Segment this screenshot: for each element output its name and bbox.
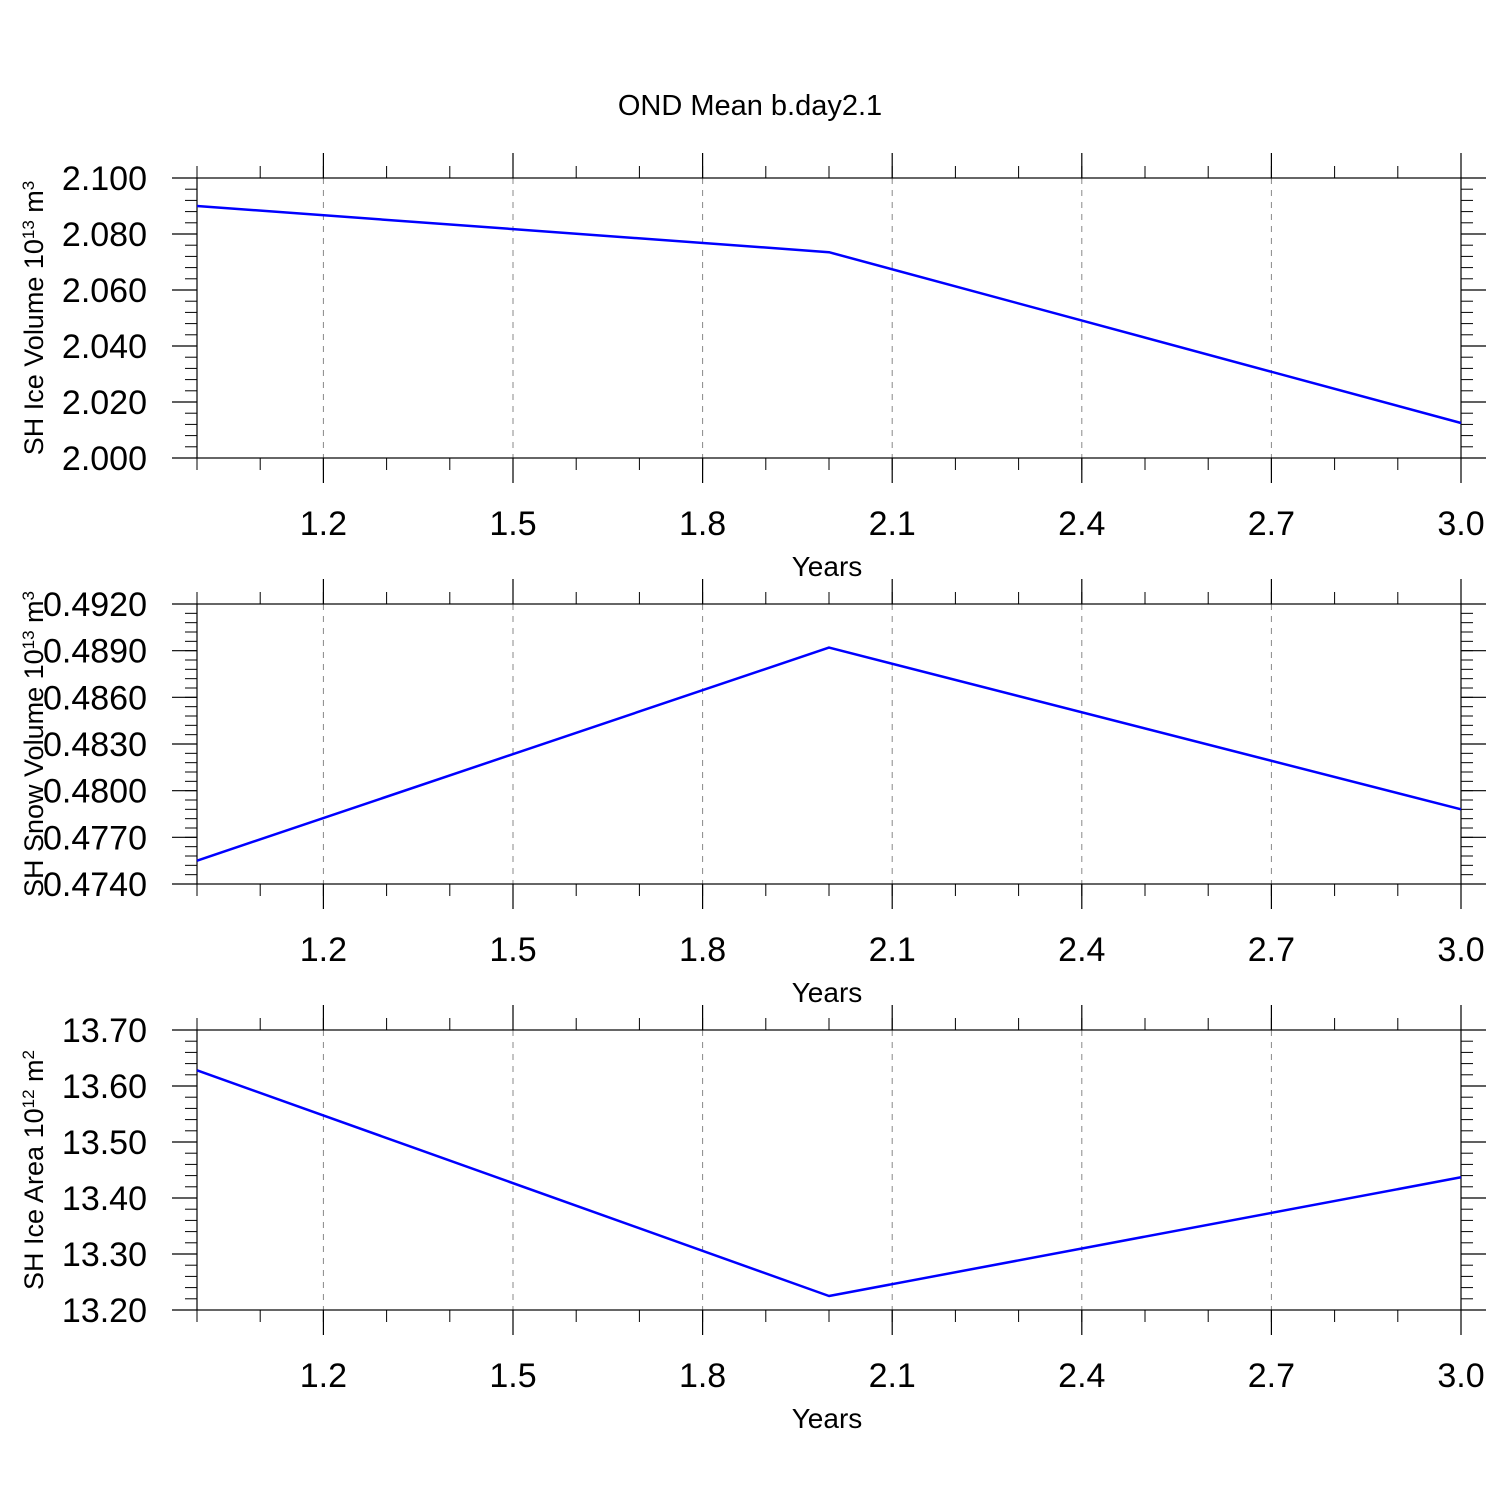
x-tick-label: 1.5 [489,505,536,543]
y-axis-label: SH Ice Volume 1013 m3 [19,181,50,456]
chart-title: OND Mean b.day2.1 [618,90,882,122]
y-tick-label: 13.40 [62,1180,147,1218]
x-tick-label: 2.1 [869,931,916,969]
y-tick-label: 0.4800 [43,773,147,811]
y-axis-label: SH Ice Area 1012 m2 [19,1050,50,1290]
x-tick-label: 2.4 [1058,931,1105,969]
y-tick-label: 13.60 [62,1068,147,1106]
x-tick-label: 1.5 [489,931,536,969]
y-tick-label: 0.4770 [43,819,147,857]
x-tick-label: 1.8 [679,1357,726,1395]
y-tick-label: 13.30 [62,1236,147,1274]
y-tick-label: 13.50 [62,1124,147,1162]
x-tick-label: 1.2 [300,505,347,543]
panel-2: 1.2 1.5 1.8 2.1 2.4 2.7 3.0 0.4740 0.4770 0.4800 0… [19,579,1486,1008]
x-tick-label: 2.1 [869,1357,916,1395]
y-tick-label: 0.4920 [43,586,147,624]
x-tick-label: 1.2 [300,1357,347,1395]
y-tick-label: 2.040 [62,328,147,366]
x-tick-label: 2.7 [1248,1357,1295,1395]
x-axis-label: Years [792,1403,863,1434]
x-tick-label: 1.8 [679,931,726,969]
x-tick-label: 2.4 [1058,505,1105,543]
y-axis-label: SH Snow Volume 1013 m3 [19,591,50,897]
x-tick-label: 2.4 [1058,1357,1105,1395]
y-tick-label: 2.080 [62,216,147,254]
series-line [196,204,1462,425]
x-tick-label: 3.0 [1437,931,1484,969]
x-tick-label: 2.7 [1248,931,1295,969]
y-tick-label: 13.70 [62,1012,147,1050]
x-tick-label: 1.5 [489,1357,536,1395]
y-tick-label: 0.4740 [43,866,147,904]
y-tick-label: 0.4830 [43,726,147,764]
panel-1: 1.2 1.5 1.8 2.1 2.4 2.7 3.0 2.000 2.020 2.040 2.06… [19,153,1486,582]
x-axis-label: Years [792,551,863,582]
y-tick-label: 13.20 [62,1292,147,1330]
x-tick-label: 3.0 [1437,505,1484,543]
x-tick-label: 2.1 [869,505,916,543]
y-tick-label: 2.000 [62,440,147,478]
series-line [196,646,1462,862]
y-tick-label: 2.100 [62,160,147,198]
series-line [196,1069,1462,1298]
x-tick-label: 1.2 [300,931,347,969]
x-tick-label: 1.8 [679,505,726,543]
y-tick-label: 2.060 [62,272,147,310]
y-tick-label: 0.4860 [43,679,147,717]
x-tick-label: 2.7 [1248,505,1295,543]
y-tick-label: 0.4890 [43,633,147,671]
x-axis-label: Years [792,977,863,1008]
panel-3: 1.2 1.5 1.8 2.1 2.4 2.7 3.0 13.20 13.30 13.40 13.5… [19,1005,1486,1434]
y-tick-label: 2.020 [62,384,147,422]
x-tick-label: 3.0 [1437,1357,1484,1395]
